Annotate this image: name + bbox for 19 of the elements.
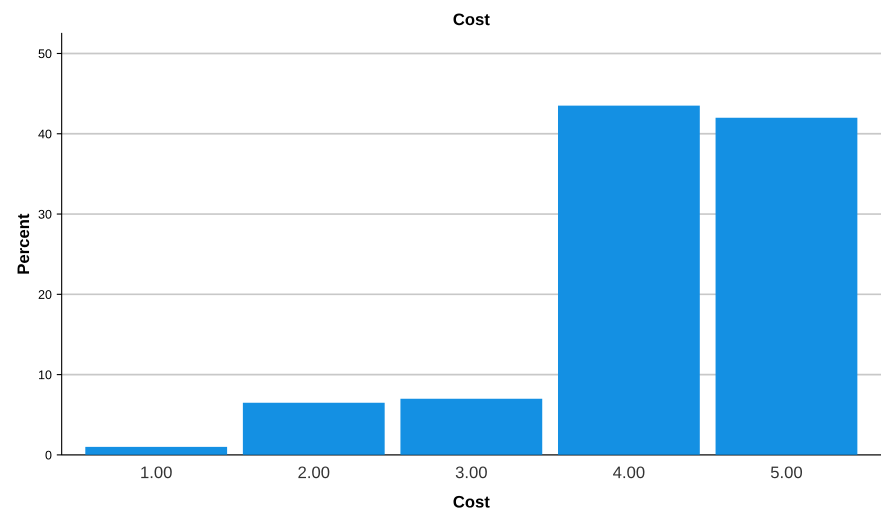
- y-tick-label: 30: [38, 210, 52, 219]
- x-axis-title: Cost: [454, 496, 490, 508]
- x-tick-label: 1.00: [141, 466, 172, 478]
- x-tick-label: 3.00: [456, 466, 487, 478]
- bar: [716, 118, 858, 455]
- chart-title: Cost: [454, 13, 490, 26]
- bar: [558, 106, 700, 455]
- y-tick-label: 0: [45, 450, 52, 460]
- bar: [85, 446, 228, 455]
- bar: [400, 398, 542, 455]
- y-tick-label: 20: [38, 290, 52, 299]
- y-tick-label: 10: [39, 370, 52, 380]
- y-axis-title: Percent: [18, 214, 30, 274]
- bar: [242, 402, 385, 455]
- x-tick-label: 5.00: [770, 466, 802, 478]
- x-tick-label: 4.00: [613, 466, 644, 478]
- y-tick-label: 50: [38, 49, 52, 58]
- y-tick-label: 40: [38, 130, 52, 138]
- x-tick-label: 2.00: [298, 466, 330, 478]
